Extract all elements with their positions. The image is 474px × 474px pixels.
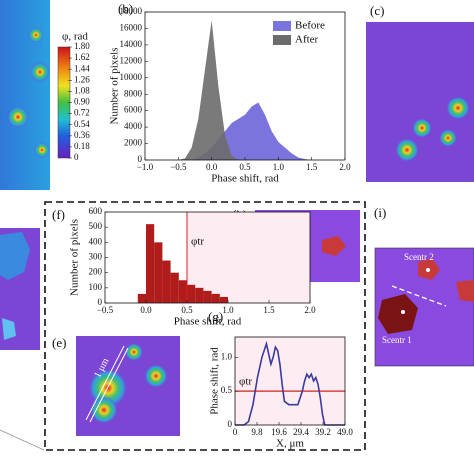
colorbar-tick-label: 1.62 xyxy=(74,52,90,62)
area xyxy=(178,20,312,160)
bar xyxy=(211,293,220,303)
y-tick-label: 400 xyxy=(89,236,103,246)
bar xyxy=(195,287,204,303)
line xyxy=(235,340,345,426)
bar xyxy=(170,272,179,303)
y-tick-label: 4000 xyxy=(124,121,143,131)
colorbar-tick-label: 0.90 xyxy=(74,97,90,107)
colorbar-tick-label: 0.36 xyxy=(74,130,90,140)
x-tick-label: 2.0 xyxy=(304,305,316,315)
x-tick-label: 2.0 xyxy=(339,162,351,172)
y-tick-label: 2000 xyxy=(124,138,143,148)
image-i: Scentr 2 Scentr 1 (i) xyxy=(374,205,474,367)
bar xyxy=(154,242,163,303)
colorbar-tick-label: 0.72 xyxy=(74,108,90,118)
x-tick-label: −0.5 xyxy=(170,162,187,172)
y-tick-label: 12000 xyxy=(120,55,143,65)
x-tick-label: 0.0 xyxy=(140,305,152,315)
panel-label: (g) xyxy=(208,309,223,324)
y-tick-label: 300 xyxy=(89,252,103,262)
y-tick-label: 1.0 xyxy=(221,351,233,361)
bar xyxy=(178,280,187,303)
image-c: (c) xyxy=(366,3,474,182)
panel-label: (f) xyxy=(52,207,65,222)
x-axis-label: X, μm xyxy=(276,438,304,450)
plot-background xyxy=(235,337,345,425)
x-tick-label: 1.0 xyxy=(273,162,285,172)
colorbar-tick-label: 0 xyxy=(74,152,79,162)
x-axis-label: Phase shift, rad xyxy=(211,173,279,185)
image-e: 1 μm (e) xyxy=(52,335,180,436)
bar xyxy=(137,293,146,303)
colorbar-tick-label: 1.80 xyxy=(74,41,90,51)
area xyxy=(178,102,312,160)
colorbar-title: φ, rad xyxy=(62,31,88,43)
legend-label: Before xyxy=(295,20,325,32)
image-a xyxy=(0,0,50,190)
y-axis-label: Number of pixels xyxy=(109,48,121,125)
x-tick-label: −0.5 xyxy=(97,305,114,315)
y-axis-label: Phase shift, rad xyxy=(209,347,221,415)
y-tick-label: 0.5 xyxy=(221,385,233,395)
legend-label: After xyxy=(295,34,319,46)
x-tick-label: 39.2 xyxy=(315,427,331,437)
y-tick-label: 500 xyxy=(89,221,103,231)
y-tick-label: 100 xyxy=(89,282,103,292)
image-d xyxy=(0,228,40,350)
x-tick-label: 1.5 xyxy=(306,162,318,172)
colorbar-tick-label: 1.08 xyxy=(74,85,90,95)
colorbar-tick-label: 1.26 xyxy=(74,74,90,84)
x-tick-label: 1.5 xyxy=(263,305,275,315)
x-tick-label: 0.0 xyxy=(206,162,218,172)
colorbar-tick-label: 1.44 xyxy=(74,63,90,73)
y-tick-label: 18000 xyxy=(120,6,143,16)
bar xyxy=(219,296,228,303)
panel-label: (i) xyxy=(374,205,386,220)
chart: φtr −0.5 0.0 0.5 1.0 1.5 2.0 0 100 200 300 400 500 60… xyxy=(52,206,316,327)
x-tick-label: 49.0 xyxy=(337,427,353,437)
x-tick-label: 0.5 xyxy=(181,305,193,315)
y-tick-label: 200 xyxy=(89,267,103,277)
threshold-region xyxy=(187,212,310,303)
x-tick-label: 0.5 xyxy=(239,162,251,172)
y-tick-label: 8000 xyxy=(124,88,143,98)
legend-swatch xyxy=(273,21,291,31)
annotation: Scentr 2 xyxy=(404,252,434,262)
chart: φtr 0 9.8 19.6 29.4 39.2 49.0 0 0.5 1.0 X, μm Phase… xyxy=(208,309,353,450)
y-tick-label: 16000 xyxy=(120,23,143,33)
x-tick-label: −1.0 xyxy=(137,162,154,172)
annotation: φtr xyxy=(239,376,252,388)
y-axis-label: Number of pixels xyxy=(69,219,81,296)
chart: Before After −1.0 −0.5 0.0 0.5 1.0 1.5 2.0 0 2000 4… xyxy=(109,1,352,185)
y-tick-label: 600 xyxy=(89,206,103,216)
colorbar-tick-label: 0.18 xyxy=(74,141,90,151)
bar xyxy=(146,224,155,303)
x-tick-label: 29.4 xyxy=(293,427,309,437)
x-axis-label: Phase shift, rad xyxy=(174,316,242,328)
x-tick-label: 1.0 xyxy=(222,305,234,315)
x-tick-label: 19.6 xyxy=(271,427,287,437)
colorbar-tick-label: 0.54 xyxy=(74,119,90,129)
colorbar: φ, rad 1.801.621.441.261.080.900.720.540… xyxy=(57,31,90,162)
bar xyxy=(162,260,171,303)
plot-frame xyxy=(234,336,346,426)
panel-label: (e) xyxy=(52,335,66,350)
bar xyxy=(187,284,196,303)
x-tick-label: 9.8 xyxy=(251,427,263,437)
y-tick-label: 0 xyxy=(228,419,233,429)
x-tick-label: 0 xyxy=(233,427,238,437)
annotation: Scentr 1 xyxy=(382,335,412,345)
panel-label: (c) xyxy=(370,3,384,18)
y-tick-label: 0 xyxy=(138,154,143,164)
y-tick-label: 14000 xyxy=(120,39,143,49)
legend-swatch xyxy=(273,35,291,45)
y-tick-label: 6000 xyxy=(124,105,143,115)
y-tick-label: 0 xyxy=(98,297,103,307)
panel-label: (b) xyxy=(118,1,133,16)
y-tick-label: 10000 xyxy=(120,72,143,82)
annotation: φtr xyxy=(191,236,204,248)
bar xyxy=(203,290,212,303)
